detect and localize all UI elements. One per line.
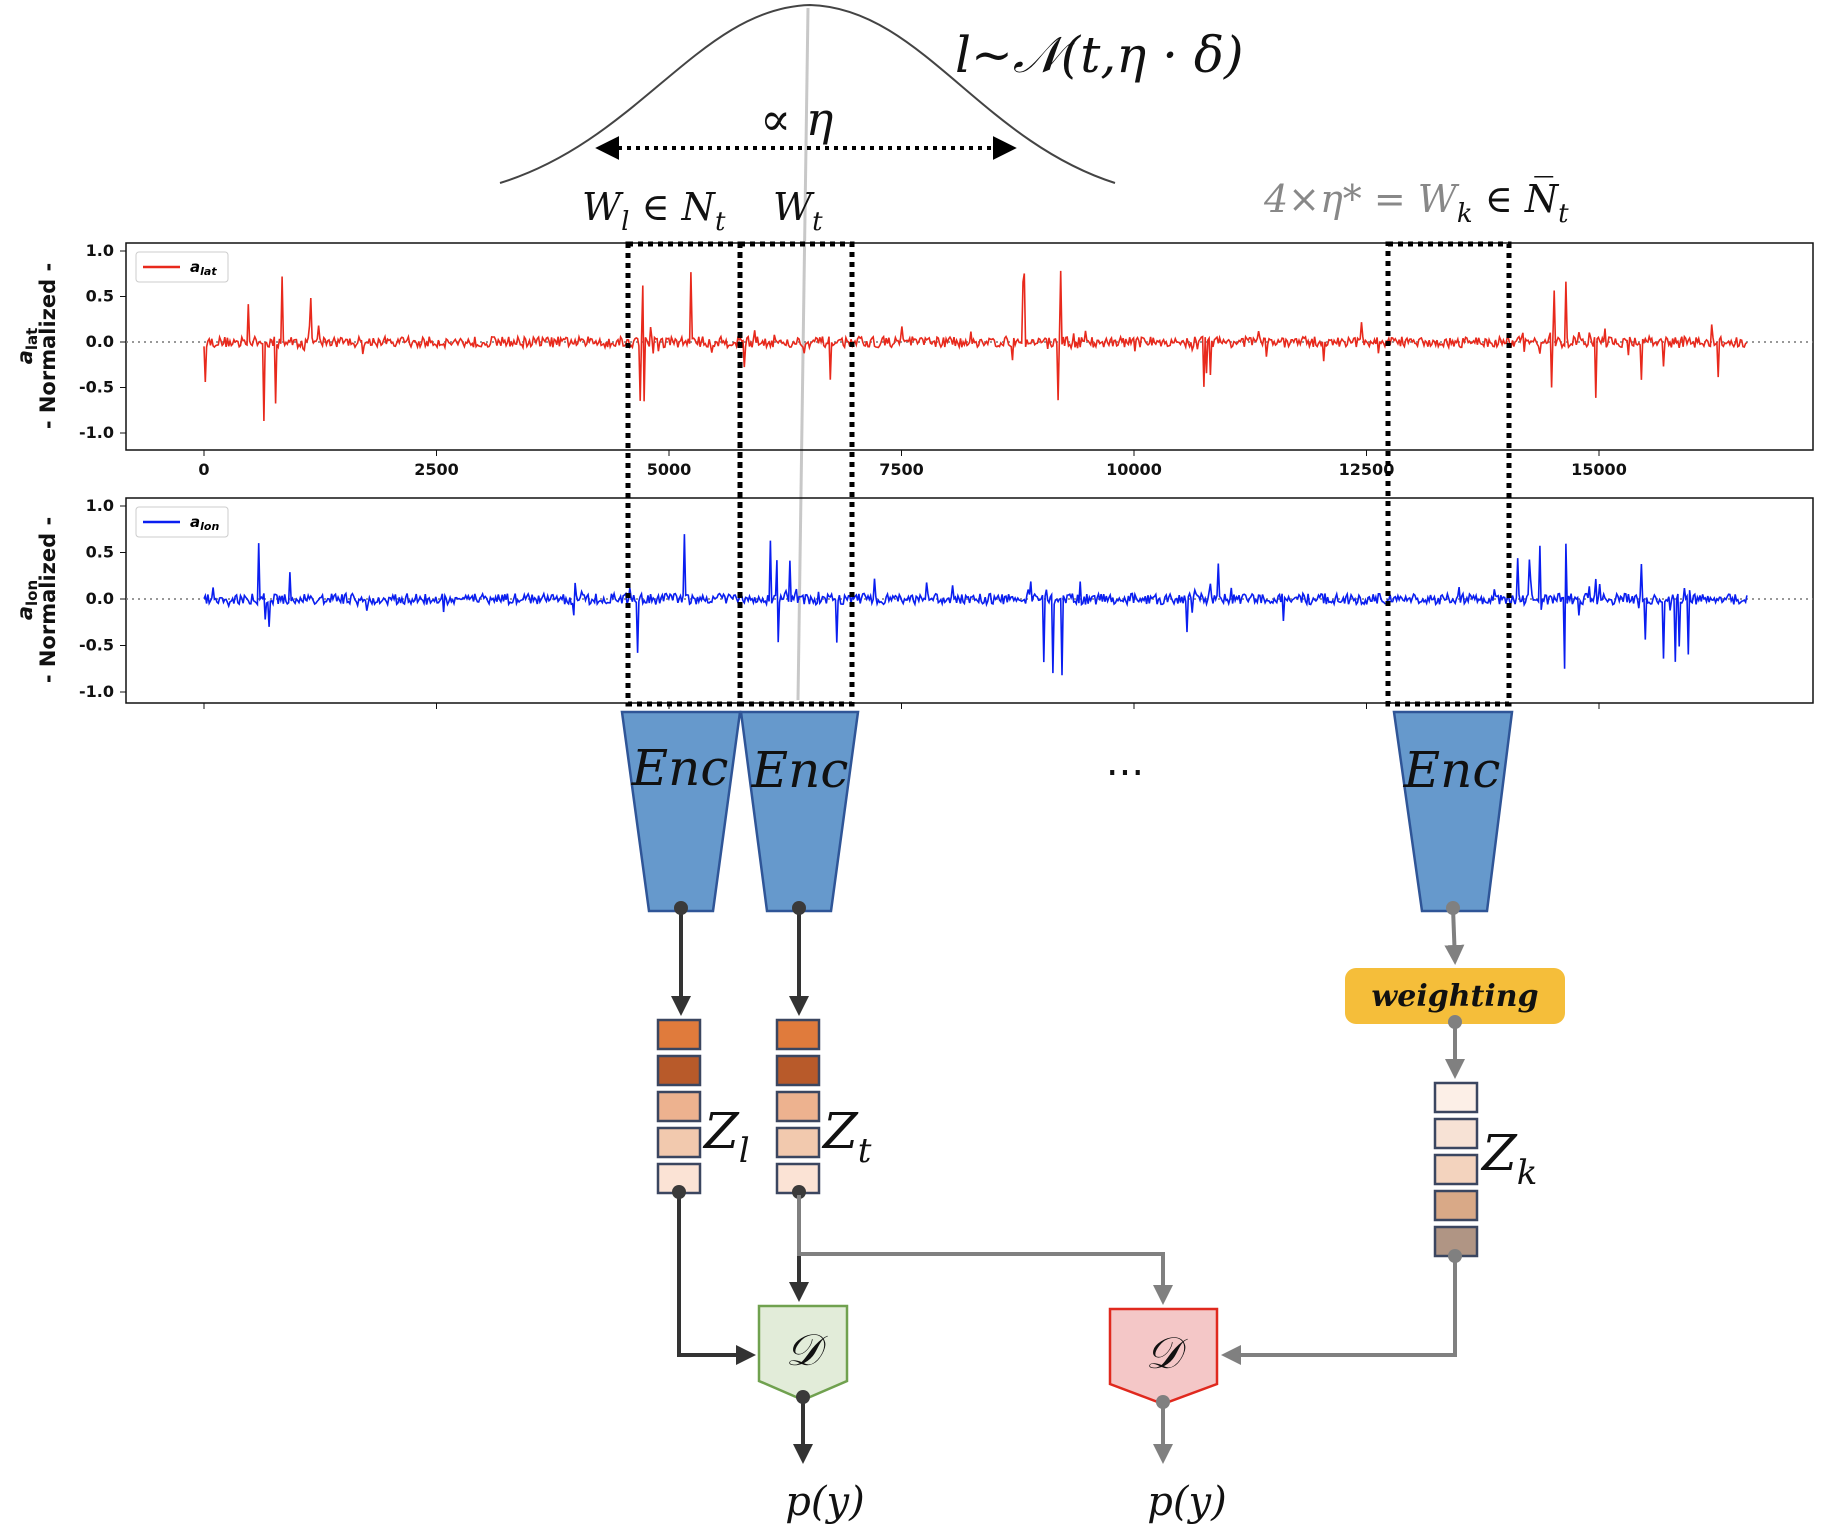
encoders: Enc Enc Enc ... bbox=[620, 710, 1514, 913]
latent-cell bbox=[1433, 1153, 1479, 1186]
connector-dot bbox=[674, 901, 688, 915]
y-tick-label: 0.0 bbox=[86, 332, 114, 351]
latent-cell bbox=[775, 1090, 821, 1123]
x-tick-label: 5000 bbox=[647, 460, 692, 479]
connector-dot bbox=[672, 1185, 686, 1199]
connector-dot bbox=[796, 1390, 810, 1404]
plot-lon-legend-label: alon bbox=[190, 513, 219, 533]
latent-stack-k bbox=[1433, 1081, 1479, 1258]
plot-lon-y-ticks: 1.0 0.5 0.0 -0.5 -1.0 bbox=[79, 496, 126, 701]
encoder-ellipsis: ... bbox=[1106, 739, 1144, 785]
window-l-label: Wl ∈ Nt bbox=[582, 185, 726, 237]
discriminator-negative bbox=[1108, 1307, 1219, 1406]
plot-lat-frame bbox=[125, 242, 1814, 451]
plot-lon-series-line bbox=[203, 534, 1748, 676]
output-negative: p(y) bbox=[1147, 1479, 1226, 1524]
y-tick-label: 0.0 bbox=[86, 589, 114, 608]
y-tick-label: 0.5 bbox=[86, 287, 114, 306]
plot-lon-legend-box bbox=[135, 506, 229, 538]
window-k-box bbox=[1385, 241, 1512, 707]
latent-k-to-negative-discriminator bbox=[1221, 1256, 1457, 1365]
latent-cell bbox=[775, 1126, 821, 1159]
connector-dot bbox=[1448, 1015, 1462, 1029]
connector-dot bbox=[1448, 1249, 1462, 1263]
latent-cell bbox=[1433, 1189, 1479, 1222]
encoder-k-to-weighting bbox=[1444, 907, 1465, 965]
connector-dots-dark bbox=[672, 901, 810, 1404]
discriminator-positive bbox=[757, 1304, 849, 1402]
encoder-k bbox=[1392, 710, 1514, 913]
x-tick-label: 12500 bbox=[1339, 460, 1395, 479]
gaussian-formula: l~𝒩(t,η · δ) bbox=[955, 26, 1244, 84]
window-boxes bbox=[625, 241, 1512, 707]
y-tick-label: -0.5 bbox=[79, 378, 114, 397]
gaussian-curve bbox=[499, 3, 1116, 184]
plot-lat-y-ticks: 1.0 0.5 0.0 -0.5 -1.0 bbox=[79, 241, 126, 442]
latent-cell bbox=[656, 1126, 702, 1159]
plot-lat: 1.0 0.5 0.0 -0.5 -1.0 0 2500 5000 7500 10000 1250… bbox=[13, 241, 1814, 479]
encoder-l bbox=[620, 710, 742, 913]
plot-lat-legend-box bbox=[135, 251, 229, 283]
plot-lon-ylabel: alon bbox=[13, 580, 41, 620]
x-tick-label: 10000 bbox=[1106, 460, 1162, 479]
connectors-negative bbox=[797, 907, 1465, 1464]
latent-l-to-discriminator bbox=[677, 1195, 756, 1365]
plot-lon-frame bbox=[125, 497, 1814, 704]
plot-lon: 1.0 0.5 0.0 -0.5 -1.0 alon alon - Normalized… bbox=[13, 496, 1814, 709]
window-t-label: Wt bbox=[773, 185, 823, 237]
latent-stack-l bbox=[656, 1018, 702, 1195]
plot-lon-ylabel-normalized: - Normalized - bbox=[36, 517, 60, 683]
latent-t-to-negative-discriminator bbox=[797, 1195, 1173, 1305]
encoder-k-label: Enc bbox=[1403, 741, 1501, 799]
plot-lat-ylabel: alat bbox=[13, 328, 41, 365]
plot-lat-ylabel-normalized: - Normalized - bbox=[36, 263, 60, 429]
x-tick-label: 7500 bbox=[879, 460, 924, 479]
encoder-t bbox=[739, 710, 860, 913]
center-line bbox=[796, 7, 810, 701]
connector-dot bbox=[1156, 1395, 1170, 1409]
y-tick-label: 0.5 bbox=[86, 543, 114, 562]
connector-dot bbox=[792, 1185, 806, 1199]
y-tick-label: -1.0 bbox=[79, 423, 114, 442]
window-k-label: 4×η* = Wk ∈ N̅t bbox=[1263, 176, 1569, 229]
latent-k-label: Zk bbox=[1480, 1124, 1537, 1193]
y-tick-label: -1.0 bbox=[79, 682, 114, 701]
y-tick-label: 1.0 bbox=[86, 496, 114, 515]
latent-cell bbox=[656, 1054, 702, 1087]
latent-cell bbox=[1433, 1117, 1479, 1150]
latent-cell bbox=[775, 1054, 821, 1087]
output-positive: p(y) bbox=[785, 1479, 864, 1524]
x-tick-label: 0 bbox=[198, 460, 209, 479]
latent-cell bbox=[656, 1090, 702, 1123]
y-tick-label: 1.0 bbox=[86, 241, 114, 260]
plot-lat-x-ticks: 0 2500 5000 7500 10000 12500 15000 bbox=[198, 450, 1627, 479]
x-tick-label: 15000 bbox=[1571, 460, 1627, 479]
latent-cell bbox=[775, 1018, 821, 1051]
gaussian-width-label: ∝ η bbox=[760, 92, 834, 146]
y-tick-label: -0.5 bbox=[79, 636, 114, 655]
weighting-box bbox=[1345, 968, 1565, 1024]
latent-cell bbox=[656, 1018, 702, 1051]
connector-dot bbox=[792, 901, 806, 915]
latent-t-label: Zt bbox=[821, 1102, 872, 1171]
weighting-label: weighting bbox=[1371, 979, 1538, 1014]
connector-dot bbox=[1446, 901, 1460, 915]
plot-lat-series-line bbox=[203, 270, 1748, 422]
connector-dots-gray bbox=[1156, 901, 1462, 1409]
encoder-t-label: Enc bbox=[751, 741, 849, 799]
encoder-l-label: Enc bbox=[631, 739, 729, 797]
latent-stack-t bbox=[775, 1018, 821, 1195]
window-t-box bbox=[737, 241, 855, 707]
plot-lat-legend-label: alat bbox=[190, 258, 217, 278]
latent-l-label: Zl bbox=[702, 1102, 750, 1171]
x-tick-label: 2500 bbox=[414, 460, 459, 479]
latent-cell bbox=[1433, 1081, 1479, 1114]
